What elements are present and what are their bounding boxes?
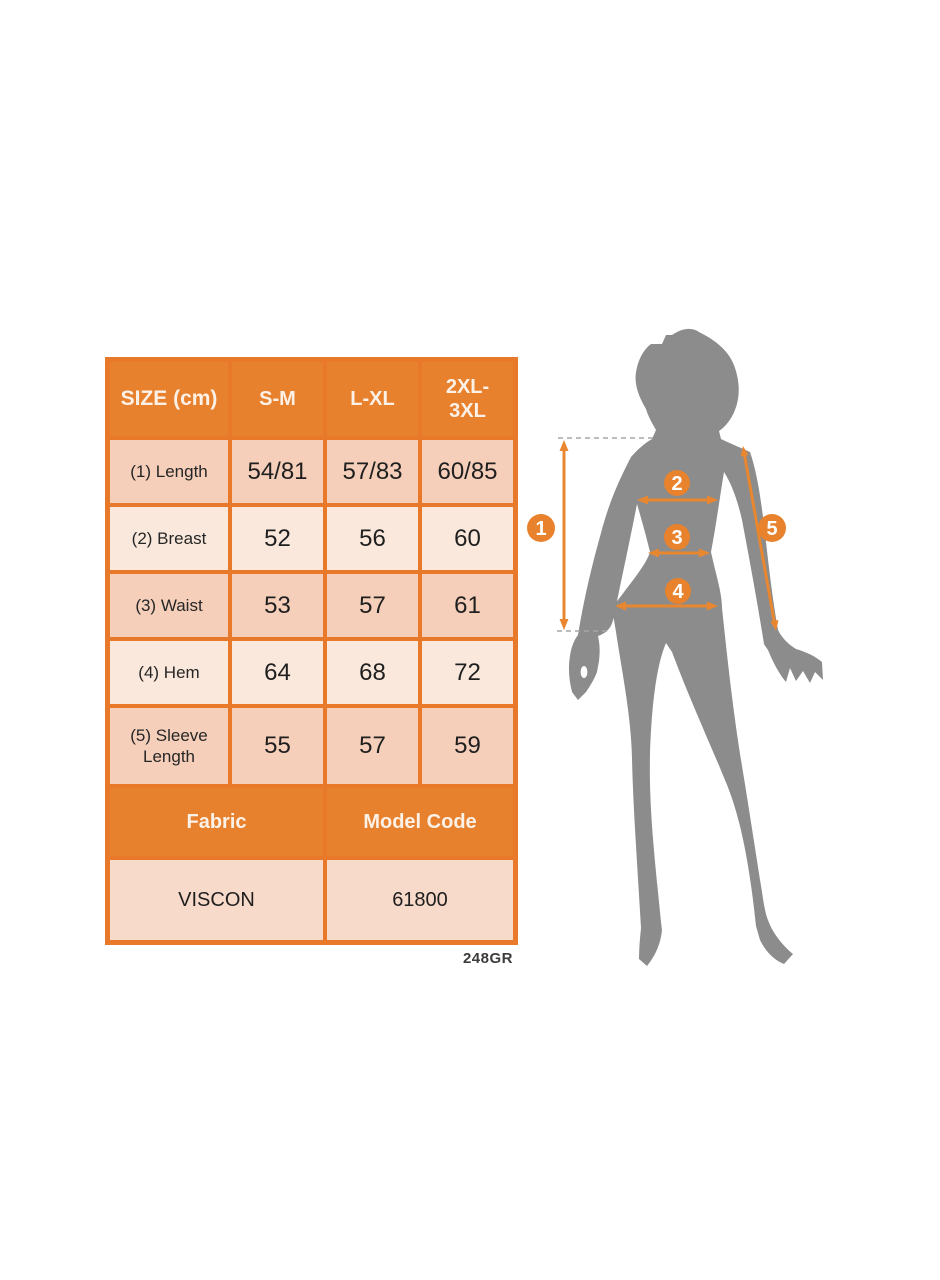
row-hem-sm: 64 xyxy=(232,641,323,704)
row-waist-2xl3xl: 61 xyxy=(422,574,513,637)
row-sleeve-label: (5) Sleeve Length xyxy=(110,708,228,784)
hem-arrow xyxy=(615,601,718,611)
row-breast-label: (2) Breast xyxy=(110,507,228,570)
marker-5: 5 xyxy=(758,514,786,542)
row-waist-sm: 53 xyxy=(232,574,323,637)
row-waist-lxl: 57 xyxy=(327,574,418,637)
left-hand-gap xyxy=(580,666,588,678)
row-length-2xl3xl: 60/85 xyxy=(422,440,513,503)
row-length-sm: 54/81 xyxy=(232,440,323,503)
svg-text:2: 2 xyxy=(671,473,682,495)
fabric-value: VISCON xyxy=(110,860,323,940)
row-length-lxl: 57/83 xyxy=(327,440,418,503)
table-header-size: SIZE (cm) xyxy=(110,362,228,436)
row-hem-label: (4) Hem xyxy=(110,641,228,704)
svg-text:4: 4 xyxy=(672,581,684,603)
row-breast-sm: 52 xyxy=(232,507,323,570)
waist-arrow xyxy=(648,548,710,558)
row-waist-label: (3) Waist xyxy=(110,574,228,637)
marker-1: 1 xyxy=(527,514,555,542)
model-code-header: Model Code xyxy=(327,788,513,856)
row-length-label: (1) Length xyxy=(110,440,228,503)
length-arrow xyxy=(559,440,569,630)
measurement-figure-svg: 1 2 3 4 5 xyxy=(527,328,823,966)
female-silhouette xyxy=(568,328,823,966)
weight-note: 248GR xyxy=(462,950,513,967)
sleeve-arrow xyxy=(740,446,779,631)
breast-arrow xyxy=(637,495,718,505)
marker-4: 4 xyxy=(665,578,691,604)
svg-text:5: 5 xyxy=(766,518,777,540)
svg-text:1: 1 xyxy=(535,518,546,540)
row-breast-2xl3xl: 60 xyxy=(422,507,513,570)
row-hem-lxl: 68 xyxy=(327,641,418,704)
fabric-header: Fabric xyxy=(110,788,323,856)
measurement-figure: 1 2 3 4 5 xyxy=(520,300,940,990)
model-code-value: 61800 xyxy=(327,860,513,940)
row-hem-2xl3xl: 72 xyxy=(422,641,513,704)
table-header-lxl: L-XL xyxy=(327,362,418,436)
table-header-2xl3xl: 2XL-3XL xyxy=(422,362,513,436)
row-sleeve-2xl3xl: 59 xyxy=(422,708,513,784)
row-sleeve-sm: 55 xyxy=(232,708,323,784)
row-sleeve-lxl: 57 xyxy=(327,708,418,784)
svg-text:3: 3 xyxy=(671,527,682,549)
marker-3: 3 xyxy=(664,524,690,550)
size-table: SIZE (cm) S-M L-XL 2XL-3XL (1) Length 54… xyxy=(105,357,518,945)
row-breast-lxl: 56 xyxy=(327,507,418,570)
marker-2: 2 xyxy=(664,470,690,496)
table-header-sm: S-M xyxy=(232,362,323,436)
